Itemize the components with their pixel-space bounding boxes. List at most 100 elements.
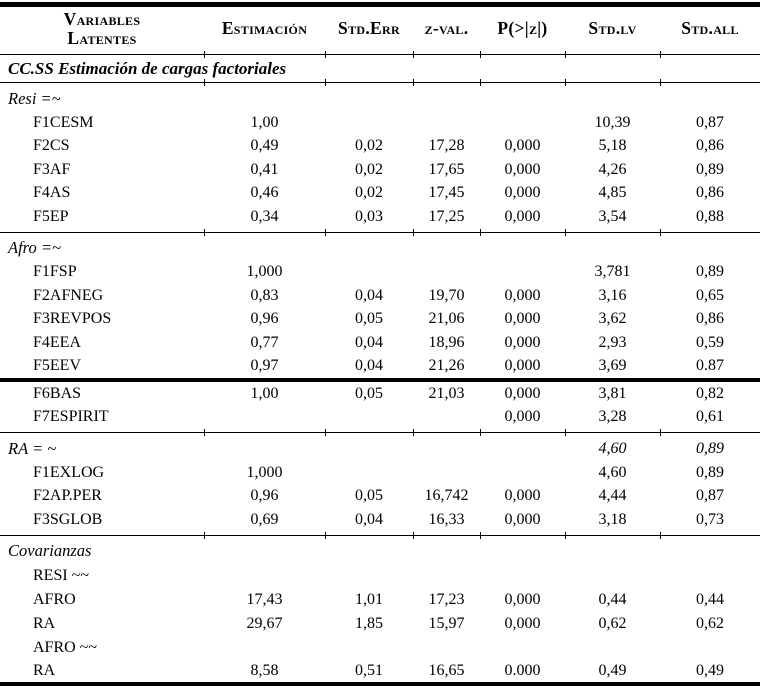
- cell-p-z: [480, 111, 565, 135]
- cell-estimacion: 8,58: [250, 662, 279, 680]
- column-header-std-lv: Std.lv: [588, 18, 637, 39]
- row-label: AFRO ~~: [33, 639, 97, 656]
- rule-segment: [659, 51, 760, 58]
- cell-std-all: 0,87: [696, 487, 724, 505]
- cell-p-z: 0,000: [504, 286, 541, 304]
- cell-z-val: 17,45: [428, 184, 465, 202]
- cell-std-lv: 3,54: [598, 207, 627, 225]
- cell-p-z: [480, 261, 565, 285]
- cell-p-z: [480, 539, 565, 564]
- data-row: F4AS 0,46 0,02 17,45 0,000 4,85 0,86: [0, 182, 760, 206]
- rule-segment: [564, 429, 660, 436]
- column-header-p-z: P(>|z|): [497, 18, 548, 39]
- cell-std-err: 0,04: [355, 286, 383, 304]
- cell-estimacion: [204, 539, 325, 564]
- row-label: F3SGLOB: [33, 510, 103, 528]
- data-row: F5EEV 0,97 0,04 21,26 0,000 3,69 0.87: [0, 355, 760, 379]
- cell-std-all: 0,89: [696, 160, 724, 178]
- cell-estimacion: [204, 636, 325, 661]
- cell-std-err: 0,02: [355, 184, 383, 202]
- table-header: Variables Latentes Estimación Std.Err z-…: [0, 5, 760, 52]
- cell-estimacion: [204, 86, 325, 111]
- rule-segment: [0, 531, 204, 539]
- cell-std-err: [325, 86, 413, 111]
- rule-segment: [564, 51, 660, 58]
- cell-z-val: [413, 436, 480, 461]
- rule-segment: [324, 429, 413, 436]
- cell-std-lv: 3,781: [594, 263, 631, 281]
- data-row: F1FSP 1,000 3,781 0,89: [0, 261, 760, 285]
- cell-std-all: 0,86: [696, 310, 724, 328]
- cell-std-lv: 3,18: [598, 510, 627, 528]
- row-label: F2AP.PER: [33, 487, 102, 505]
- row-label: Covarianzas: [8, 541, 92, 560]
- rule-segment: [479, 531, 565, 539]
- cell-std-all: 0,86: [696, 184, 724, 202]
- cell-std-lv: 4,60: [598, 463, 627, 481]
- rule-segment: [564, 531, 660, 539]
- rule-segment: [203, 51, 325, 58]
- row-label: F1CESM: [33, 113, 94, 131]
- rule-segment: [203, 228, 325, 236]
- cell-estimacion: 1,000: [246, 263, 283, 281]
- cell-std-lv: 4,60: [598, 439, 627, 457]
- rule-segment: [324, 228, 413, 236]
- rule-segment: [479, 228, 565, 236]
- data-row: RA 8,58 0,51 16,65 0.000 0,49 0,49: [0, 661, 760, 685]
- rule-segment: [479, 79, 565, 86]
- rule-segment: [659, 228, 760, 236]
- cell-z-val: 16,33: [428, 510, 465, 528]
- cell-std-all: [660, 236, 760, 261]
- cell-std-lv: 3,16: [598, 286, 627, 304]
- cell-p-z: [480, 86, 565, 111]
- cell-estimacion: 0,96: [250, 310, 279, 328]
- rule-segment: [479, 429, 565, 436]
- cell-estimacion: 0,34: [250, 207, 279, 225]
- rule-segment: [564, 228, 660, 236]
- cell-std-err: [325, 636, 413, 661]
- row-label: F3REVPOS: [33, 310, 112, 328]
- column-header-std-err: Std.Err: [338, 18, 400, 39]
- cell-std-err: [325, 461, 413, 485]
- cell-p-z: 0,000: [504, 510, 541, 528]
- data-row: F2AFNEG 0,83 0,04 19,70 0,000 3,16 0,65: [0, 284, 760, 308]
- cell-std-err: [325, 111, 413, 135]
- cell-std-err: [325, 261, 413, 285]
- cell-std-all: 0,82: [696, 384, 724, 402]
- rule-segment: [659, 531, 760, 539]
- cell-std-all: [660, 636, 760, 661]
- cell-std-lv: 5,18: [598, 137, 627, 155]
- cell-std-err: [325, 406, 413, 430]
- cell-z-val: 17,28: [428, 137, 465, 155]
- thin-rule-row: [0, 51, 760, 58]
- cell-p-z: 0,000: [504, 137, 541, 155]
- cell-std-lv: [565, 636, 660, 661]
- cell-z-val: [413, 111, 480, 135]
- cell-estimacion: 17,43: [246, 591, 283, 609]
- cell-std-lv: 0,44: [598, 591, 627, 609]
- cell-p-z: [480, 236, 565, 261]
- cell-std-all: 0,59: [696, 333, 724, 351]
- cell-std-err: 0,04: [355, 357, 383, 375]
- cell-p-z: 0,000: [504, 333, 541, 351]
- cell-estimacion: 1,00: [250, 113, 279, 131]
- rule-segment: [0, 228, 204, 236]
- cell-std-all: 0,87: [696, 113, 724, 131]
- cell-estimacion: [204, 406, 325, 430]
- cell-std-lv: 2,93: [598, 333, 627, 351]
- cell-estimacion: 0,46: [250, 184, 279, 202]
- column-header-std-all: Std.all: [681, 18, 739, 39]
- rule-segment: [324, 531, 413, 539]
- cell-estimacion: 1,000: [246, 463, 283, 481]
- cell-p-z: [480, 564, 565, 589]
- column-header-z-val: z-val.: [424, 18, 469, 39]
- rule-segment: [412, 429, 480, 436]
- cell-estimacion: [204, 436, 325, 461]
- cell-z-val: [413, 636, 480, 661]
- cell-std-lv: 3,62: [598, 310, 627, 328]
- cell-std-err: 0,04: [355, 510, 383, 528]
- cell-z-val: 15,97: [428, 614, 465, 632]
- cell-std-all: 0,73: [696, 510, 724, 528]
- thick-rule-row: [0, 378, 760, 382]
- cell-std-lv: 4,26: [598, 160, 627, 178]
